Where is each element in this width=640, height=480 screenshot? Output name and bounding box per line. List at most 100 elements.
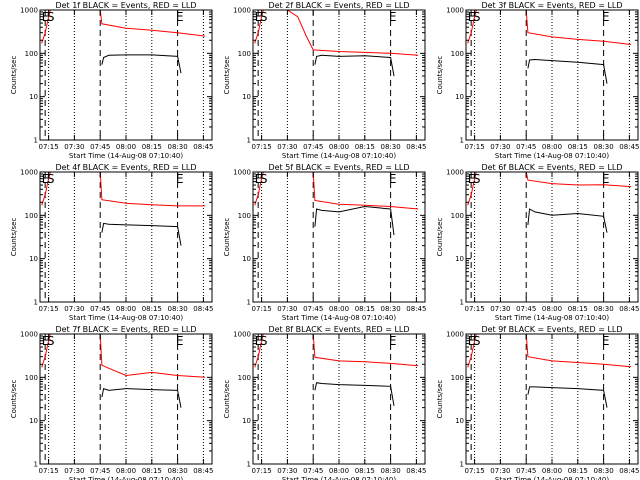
y-tick-label: 1000 <box>20 331 38 339</box>
plot-frame <box>39 333 213 465</box>
y-tick-label: 1000 <box>233 7 251 15</box>
x-axis-label: Start Time (14-Aug-08 07:10:40) <box>282 314 396 322</box>
marker-label: S <box>473 172 481 186</box>
marker-label: S <box>473 10 481 24</box>
marker-label: E <box>602 10 610 24</box>
y-tick-label: 1000 <box>446 331 464 339</box>
marker-label: E <box>468 172 476 186</box>
marker-label: E <box>176 172 184 186</box>
x-tick-label: 08:30 <box>594 305 614 313</box>
y-tick-label: 1 <box>247 299 251 307</box>
x-tick-label: 07:15 <box>465 305 485 313</box>
x-tick-label: 07:45 <box>90 143 110 151</box>
x-tick-label: 08:15 <box>142 143 162 151</box>
marker-label: E <box>255 172 263 186</box>
x-tick-label: 07:30 <box>277 143 297 151</box>
y-tick-label: 1 <box>247 461 251 469</box>
y-tick-label: 1 <box>460 461 464 469</box>
x-axis-label: Start Time (14-Aug-08 07:10:40) <box>69 152 183 160</box>
marker-label: E <box>42 10 50 24</box>
x-tick-label: 07:30 <box>277 467 297 475</box>
marker-label: E <box>176 10 184 24</box>
marker-label: S <box>473 334 481 348</box>
x-tick-label: 08:30 <box>168 305 188 313</box>
chart-title: Det 9f BLACK = Events, RED = LLD <box>481 325 622 334</box>
y-axis-label: Counts/sec <box>223 380 231 419</box>
x-tick-label: 08:15 <box>568 305 588 313</box>
y-tick-label: 10 <box>242 255 251 263</box>
y-axis-label: Counts/sec <box>436 218 444 257</box>
y-tick-label: 100 <box>451 50 464 58</box>
y-axis-label: Counts/sec <box>223 218 231 257</box>
marker-label: E <box>255 334 263 348</box>
series-line-events <box>314 382 395 406</box>
y-tick-label: 100 <box>238 212 251 220</box>
chart-title: Det 4f BLACK = Events, RED = LLD <box>55 163 196 172</box>
y-tick-label: 1 <box>34 461 38 469</box>
chart-title: Det 5f BLACK = Events, RED = LLD <box>268 163 409 172</box>
y-tick-label: 1 <box>460 137 464 145</box>
series-line-events <box>101 387 182 408</box>
x-axis-label: Start Time (14-Aug-08 07:10:40) <box>69 314 183 322</box>
x-tick-label: 07:15 <box>252 305 272 313</box>
y-tick-label: 1 <box>34 137 38 145</box>
series-line-events <box>527 386 608 408</box>
chart-title: Det 7f BLACK = Events, RED = LLD <box>55 325 196 334</box>
series-line-lld <box>41 9 206 44</box>
marker-label: S <box>47 10 55 24</box>
x-tick-label: 08:45 <box>619 305 639 313</box>
marker-label: S <box>47 172 55 186</box>
series-line-events <box>314 54 395 77</box>
y-tick-label: 10 <box>29 417 38 425</box>
series-line-lld <box>41 333 206 378</box>
x-tick-label: 08:00 <box>329 143 349 151</box>
series-line-lld <box>467 333 632 368</box>
x-axis-label: Start Time (14-Aug-08 07:10:40) <box>495 314 609 322</box>
x-tick-label: 08:00 <box>116 467 136 475</box>
x-tick-label: 08:00 <box>542 143 562 151</box>
x-tick-label: 08:45 <box>619 143 639 151</box>
marker-label: E <box>389 10 397 24</box>
plot-frame <box>39 171 213 303</box>
series-line-events <box>527 208 608 233</box>
x-tick-label: 08:00 <box>329 467 349 475</box>
chart-title: Det 2f BLACK = Events, RED = LLD <box>268 1 409 10</box>
plot-frame <box>465 9 639 141</box>
x-tick-label: 07:15 <box>252 467 272 475</box>
y-tick-label: 1000 <box>20 169 38 177</box>
y-axis-label: Counts/sec <box>10 218 18 257</box>
x-tick-label: 07:15 <box>465 467 485 475</box>
y-tick-label: 10 <box>29 255 38 263</box>
x-axis-label: Start Time (14-Aug-08 07:10:40) <box>495 476 609 480</box>
x-tick-label: 08:45 <box>619 467 639 475</box>
x-tick-label: 08:30 <box>168 143 188 151</box>
x-tick-label: 07:30 <box>490 143 510 151</box>
marker-label: E <box>389 334 397 348</box>
x-tick-label: 08:15 <box>568 467 588 475</box>
plot-frame <box>39 9 213 141</box>
y-tick-label: 10 <box>242 93 251 101</box>
chart-title: Det 6f BLACK = Events, RED = LLD <box>481 163 622 172</box>
plot-frame <box>252 171 426 303</box>
y-axis-label: Counts/sec <box>10 380 18 419</box>
x-tick-label: 08:45 <box>406 305 426 313</box>
x-tick-label: 07:45 <box>90 467 110 475</box>
x-tick-label: 07:30 <box>277 305 297 313</box>
series-line-lld <box>254 171 419 210</box>
series-line-lld <box>254 333 419 368</box>
x-axis-label: Start Time (14-Aug-08 07:10:40) <box>282 152 396 160</box>
series-line-lld <box>467 171 632 206</box>
series-line-lld <box>467 9 632 45</box>
y-axis-label: Counts/sec <box>436 380 444 419</box>
x-tick-label: 07:30 <box>490 467 510 475</box>
series-line-lld <box>254 9 419 56</box>
y-axis-label: Counts/sec <box>10 56 18 95</box>
y-tick-label: 10 <box>242 417 251 425</box>
x-tick-label: 08:30 <box>594 467 614 475</box>
